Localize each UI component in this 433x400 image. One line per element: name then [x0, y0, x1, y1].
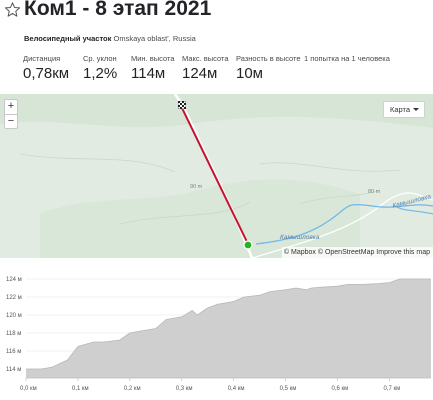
x-tick-label: 0,3 км: [176, 386, 193, 392]
elevation-chart[interactable]: 114 м 116 м 118 м 120 м 122 м 124 м 0,0 км 0,1 …: [0, 262, 433, 400]
y-tick-label: 114 м: [6, 367, 21, 373]
x-tick-label: 0,2 км: [124, 386, 141, 392]
stat-value: 124м: [182, 65, 218, 82]
segment-location: Omskaya oblast', Russia: [113, 34, 196, 43]
y-tick-label: 120 м: [6, 313, 22, 319]
contour-label: 90 m: [190, 184, 203, 190]
page-title: Ком1 - 8 этап 2021: [24, 0, 212, 20]
start-marker-icon: [243, 240, 253, 250]
stat-max-elevation: Макс. высота 124м: [182, 54, 229, 82]
segment-type: Велосипедный участок: [24, 34, 112, 43]
star-icon[interactable]: [4, 1, 21, 18]
stat-min-elevation: Мин. высота 114м: [131, 54, 174, 82]
y-tick-label: 118 м: [6, 331, 21, 337]
elevation-line: [26, 278, 431, 370]
river-label: Камышловка: [280, 234, 320, 241]
river-line: [255, 203, 433, 245]
y-tick-label: 116 м: [6, 349, 21, 355]
map-attribution[interactable]: © Mapbox © OpenStreetMap Improve this ma…: [281, 247, 433, 258]
map-type-dropdown[interactable]: Карта: [383, 101, 425, 118]
stat-value: 1,2%: [83, 65, 118, 82]
stat-label: Макс. высота: [182, 54, 229, 63]
x-tick-label: 0,0 км: [20, 386, 37, 392]
y-tick-label: 122 м: [6, 295, 22, 301]
stat-elevation-difference: Разность в высоте 10м: [236, 54, 301, 82]
zoom-controls: + −: [4, 99, 18, 129]
segment-map[interactable]: 90 m 80 m Камышловка Камышловка + − Карт…: [0, 94, 433, 258]
stat-distance: Дистанция 0,78км: [23, 54, 69, 82]
stat-label: Мин. высота: [131, 54, 175, 63]
y-tick-label: 124 м: [6, 277, 22, 283]
x-tick-label: 0,1 км: [72, 386, 89, 392]
x-tick-label: 0,5 км: [280, 386, 297, 392]
road-line: [173, 94, 254, 258]
stat-value: 10м: [236, 65, 263, 82]
zoom-out-button[interactable]: −: [5, 114, 17, 128]
stat-avg-grade: Ср. уклон 1,2%: [83, 54, 117, 82]
map-canvas[interactable]: [0, 94, 433, 258]
zoom-in-button[interactable]: +: [7, 100, 15, 112]
stat-label: Разность в высоте: [236, 54, 301, 63]
stat-attempts: 1 попытка на 1 человека: [304, 54, 390, 63]
x-tick-label: 0,4 км: [228, 386, 245, 392]
stat-value: 114м: [131, 65, 166, 82]
map-type-label: Карта: [390, 105, 411, 114]
segment-header: Ком1 - 8 этап 2021 Велосипедный участок …: [0, 0, 433, 92]
stat-label: Дистанция: [23, 54, 61, 63]
segment-route: [181, 107, 249, 245]
x-tick-label: 0,6 км: [332, 386, 349, 392]
elevation-area: [26, 279, 431, 378]
chevron-down-icon: [413, 108, 419, 111]
elevation-profile[interactable]: 114 м 116 м 118 м 120 м 122 м 124 м 0,0 км 0,1 …: [0, 262, 433, 400]
x-tick-label: 0,7 км: [383, 386, 400, 392]
stat-value: 0,78км: [23, 65, 70, 82]
stat-label: Ср. уклон: [83, 54, 117, 63]
contour-label: 80 m: [368, 189, 381, 195]
attempts-note: 1 попытка на 1 человека: [304, 54, 390, 63]
segment-subtitle: Велосипедный участок Omskaya oblast', Ru…: [24, 34, 196, 43]
finish-flag-icon: [178, 101, 186, 109]
